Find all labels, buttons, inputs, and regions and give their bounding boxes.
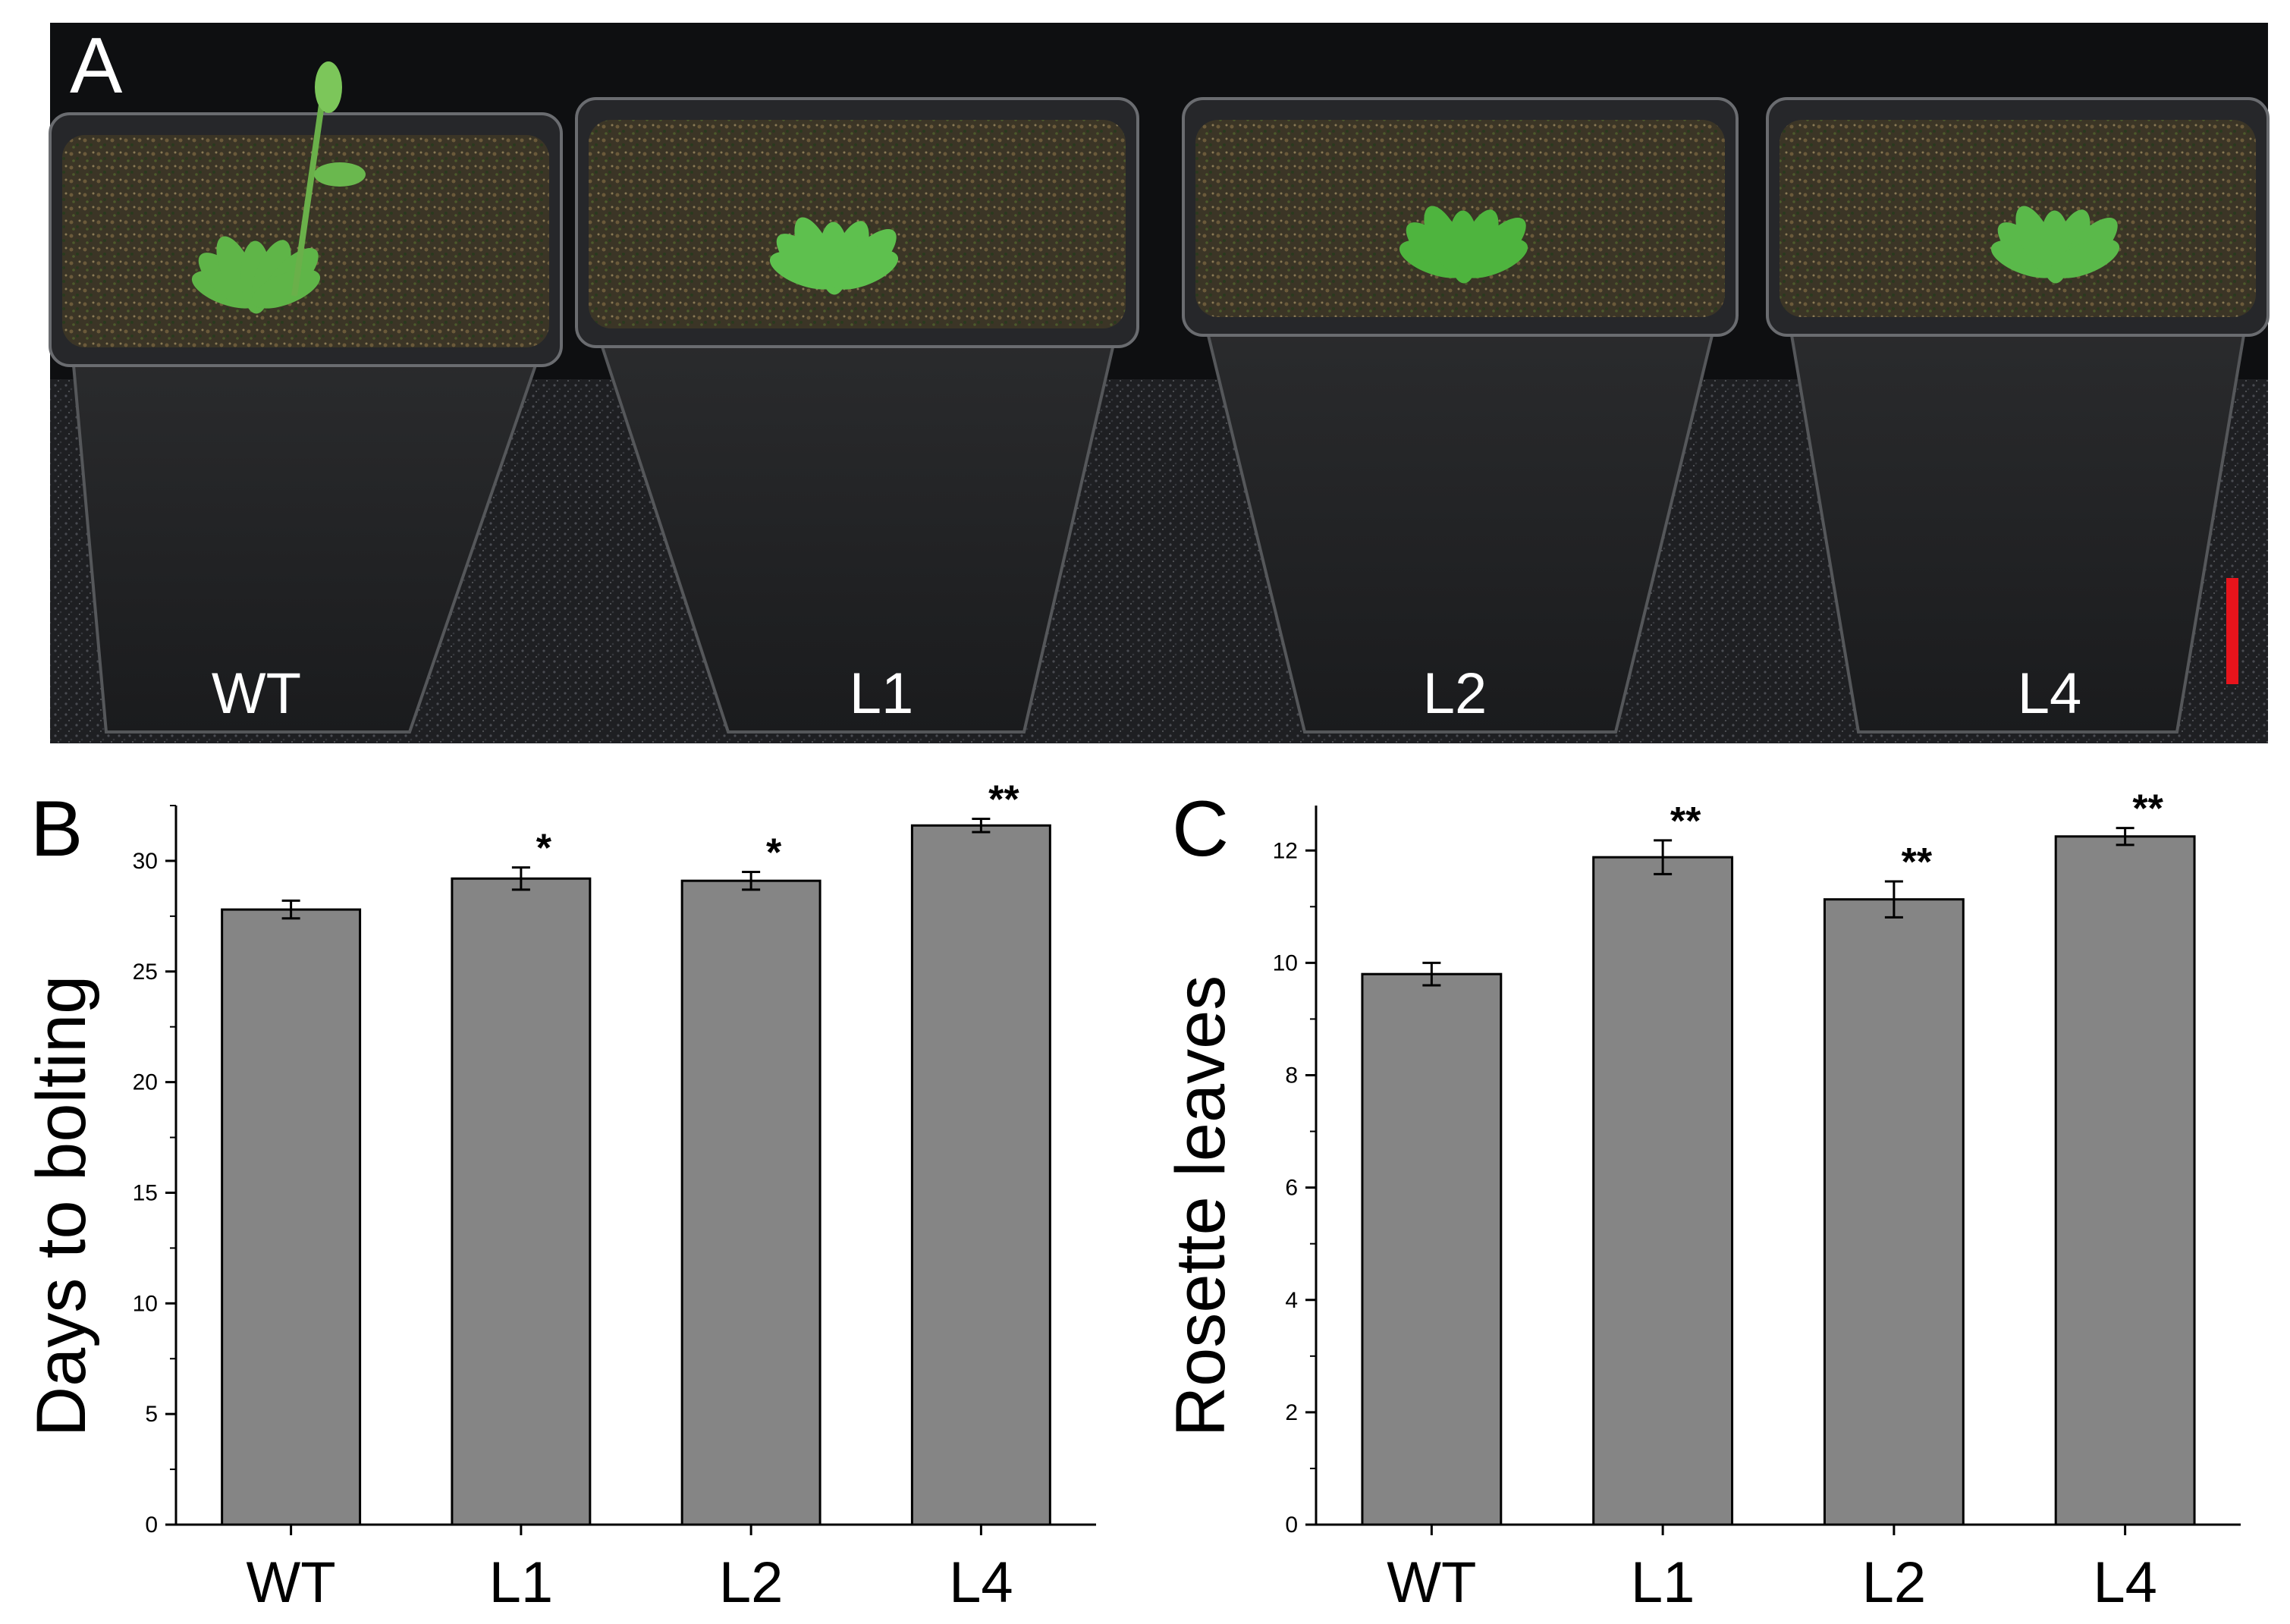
panel-c-letter: C: [1172, 785, 1229, 873]
leaf: [1459, 238, 1528, 278]
bar-l2: [1823, 898, 1965, 1526]
stem-leaf: [314, 162, 366, 187]
stem-leaf: [315, 61, 342, 113]
pot-label-l1: L1: [850, 661, 914, 726]
x-tick-label: WT: [1387, 1550, 1476, 1615]
significance-label: **: [988, 778, 1019, 822]
x-tick-label: L1: [1631, 1550, 1695, 1615]
y-tick-label: 12: [1273, 838, 1298, 863]
chart-c-svg: C Rosette leaves 0 2 4 6 8 10 12 WT L1 ** L2 ** L4 **: [1162, 785, 2241, 1615]
bar-l2: [680, 879, 821, 1526]
chart-b-svg: B Days to bolting 0 5 10 15 20 25 30 WT L1 * L2 * L4…: [23, 778, 1096, 1615]
significance-label: **: [2132, 787, 2163, 831]
y-tick-label: 20: [133, 1070, 158, 1095]
pot-label-l2: L2: [1423, 661, 1487, 726]
y-axis-title: Rosette leaves: [1162, 975, 1239, 1437]
panel-a-letter: A: [70, 22, 123, 110]
bar-wt: [221, 908, 362, 1526]
chart-rosette-leaves: C Rosette leaves 0 2 4 6 8 10 12 WT L1 ** L2 ** L4 **: [1145, 766, 2290, 1624]
y-tick-label: 30: [133, 849, 158, 874]
photo-panel: A WT L1 L2 L4: [0, 0, 2290, 766]
pot: [1766, 97, 2270, 733]
y-tick-label: 4: [1285, 1288, 1298, 1313]
significance-label: **: [1670, 799, 1701, 843]
bar-l1: [451, 877, 592, 1526]
y-tick-label: 8: [1285, 1063, 1298, 1088]
bar-wt: [1361, 972, 1503, 1526]
x-tick-label: WT: [247, 1550, 336, 1615]
significance-label: *: [766, 831, 782, 875]
pots-group: [49, 61, 2270, 733]
y-tick-label: 10: [1273, 950, 1298, 975]
chart-days-to-bolting: B Days to bolting 0 5 10 15 20 25 30 WT L1 * L2 * L4…: [0, 766, 1145, 1624]
y-tick-label: 15: [133, 1180, 158, 1205]
y-tick-label: 0: [1285, 1512, 1298, 1538]
pot-label-l4: L4: [2018, 661, 2082, 726]
soil: [62, 135, 549, 347]
x-tick-label: L2: [1862, 1550, 1927, 1615]
y-tick-label: 0: [145, 1512, 158, 1538]
bar-l4: [910, 824, 1051, 1526]
plant-photo: A WT L1 L2 L4: [0, 0, 2290, 766]
pot: [575, 97, 1139, 733]
panel-b-letter: B: [30, 785, 83, 873]
bar-l4: [2054, 835, 2196, 1526]
pot: [1182, 97, 1739, 733]
leaf: [829, 250, 899, 290]
bolting-stem: [291, 83, 328, 297]
x-tick-label: L2: [719, 1550, 784, 1615]
bar-l1: [1592, 856, 1734, 1526]
significance-label: *: [536, 827, 552, 871]
y-tick-label: 10: [133, 1291, 158, 1316]
y-tick-label: 2: [1285, 1400, 1298, 1425]
y-tick-label: 6: [1285, 1176, 1298, 1201]
x-tick-label: L4: [949, 1550, 1013, 1615]
y-tick-label: 5: [145, 1402, 158, 1427]
y-axis-title: Days to bolting: [23, 975, 100, 1437]
leaf: [2050, 238, 2120, 278]
significance-label: **: [1902, 840, 1933, 884]
scale-bar: [2226, 578, 2238, 684]
pot: [49, 61, 563, 733]
y-tick-label: 25: [133, 960, 158, 985]
leaf: [251, 269, 321, 309]
x-tick-label: L4: [2093, 1550, 2157, 1615]
x-tick-label: L1: [489, 1550, 554, 1615]
pot-label-wt: WT: [212, 661, 301, 726]
